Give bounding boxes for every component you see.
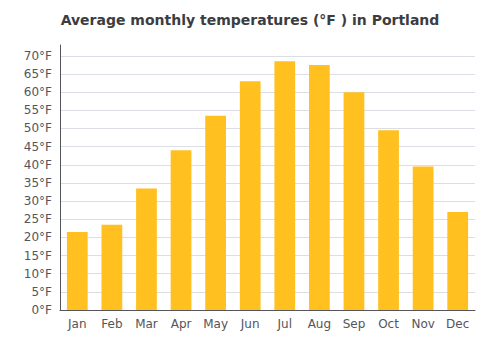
- svg-text:30°F: 30°F: [24, 194, 52, 208]
- svg-text:Average monthly temperatures (: Average monthly temperatures (°F ) in Po…: [61, 12, 440, 28]
- svg-text:Feb: Feb: [101, 317, 122, 331]
- svg-text:Nov: Nov: [411, 317, 434, 331]
- svg-text:May: May: [203, 317, 228, 331]
- svg-text:35°F: 35°F: [24, 176, 52, 190]
- svg-text:Sep: Sep: [343, 317, 366, 331]
- svg-text:20°F: 20°F: [24, 230, 52, 244]
- svg-text:55°F: 55°F: [24, 103, 52, 117]
- svg-text:50°F: 50°F: [24, 121, 52, 135]
- svg-text:Dec: Dec: [446, 317, 469, 331]
- svg-text:70°F: 70°F: [24, 49, 52, 63]
- svg-text:Jun: Jun: [240, 317, 260, 331]
- svg-text:10°F: 10°F: [24, 267, 52, 281]
- svg-text:5°F: 5°F: [31, 285, 52, 299]
- svg-text:Jul: Jul: [277, 317, 292, 331]
- svg-text:Oct: Oct: [378, 317, 399, 331]
- svg-text:60°F: 60°F: [24, 85, 52, 99]
- svg-text:Aug: Aug: [308, 317, 331, 331]
- svg-text:45°F: 45°F: [24, 140, 52, 154]
- svg-text:Jan: Jan: [67, 317, 87, 331]
- svg-text:40°F: 40°F: [24, 158, 52, 172]
- svg-text:Apr: Apr: [171, 317, 192, 331]
- svg-text:65°F: 65°F: [24, 67, 52, 81]
- svg-text:25°F: 25°F: [24, 212, 52, 226]
- svg-text:Mar: Mar: [135, 317, 158, 331]
- svg-text:0°F: 0°F: [31, 303, 52, 317]
- svg-text:15°F: 15°F: [24, 249, 52, 263]
